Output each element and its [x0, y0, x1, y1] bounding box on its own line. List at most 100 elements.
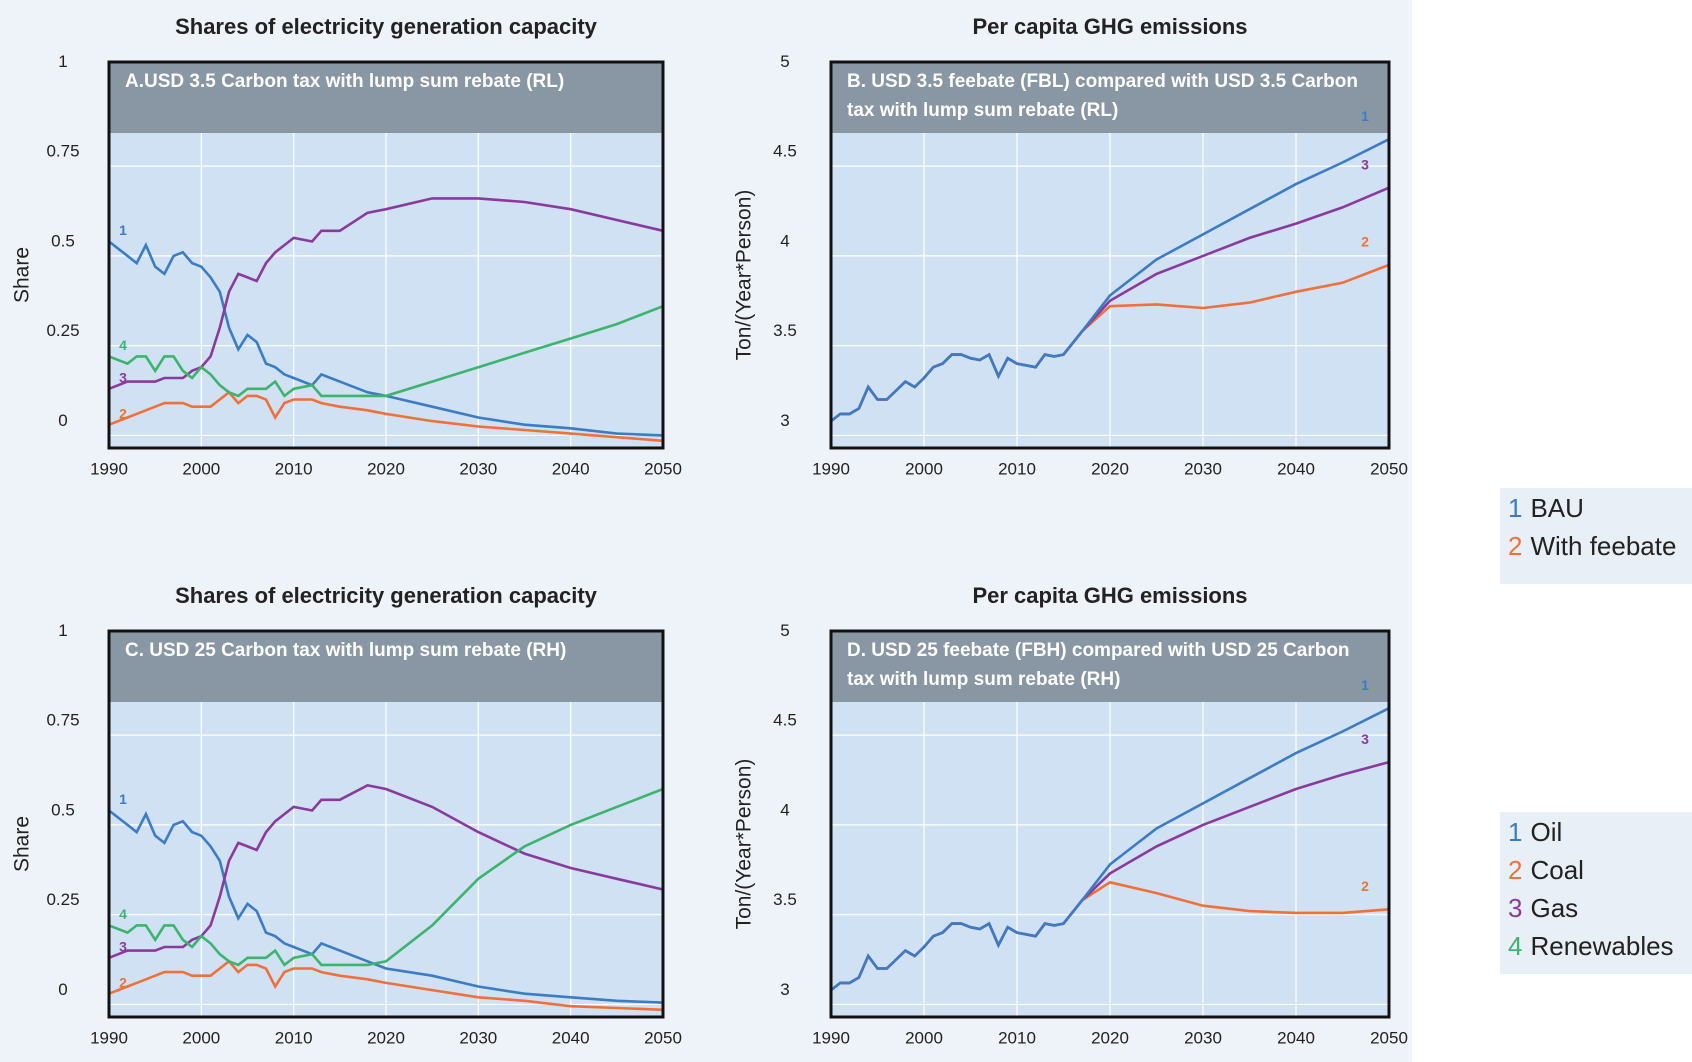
legend-entry: 1 BAU [1508, 493, 1584, 523]
y-tick-label: 0 [58, 980, 67, 999]
y-tick-label: 5 [780, 621, 789, 640]
x-tick-label: 2030 [1184, 1028, 1222, 1047]
x-tick-label: 1990 [812, 459, 850, 478]
x-tick-label: 1990 [90, 1028, 128, 1047]
series-line [108, 390, 664, 443]
x-tick-label: 2050 [644, 1028, 682, 1047]
x-tick-label: 2010 [998, 459, 1036, 478]
legend-number: 1 [1508, 817, 1522, 847]
line-label: 4 [119, 906, 127, 922]
y-axis-label: Ton/(Year*Person) [733, 190, 756, 361]
legend-number: 1 [1508, 493, 1522, 523]
x-tick-label: 2010 [275, 459, 313, 478]
x-tick-label: 2050 [644, 459, 682, 478]
line-label: 1 [119, 791, 127, 807]
y-tick-label: 4 [780, 800, 789, 819]
panel-header [831, 631, 1389, 702]
x-tick-label: 2000 [905, 459, 943, 478]
line-label: 3 [119, 369, 127, 385]
legend-number: 4 [1508, 931, 1522, 961]
line-label: 1 [119, 222, 127, 238]
x-tick-label: 2020 [1091, 459, 1129, 478]
x-tick-label: 1990 [90, 459, 128, 478]
legend-label: BAU [1530, 493, 1583, 523]
y-tick-label: 3.5 [773, 321, 797, 340]
panel-subtitle: B. USD 3.5 feebate (FBL) compared with U… [847, 71, 1358, 121]
series-line [108, 959, 664, 1012]
chart-title: Per capita GHG emissions [972, 583, 1247, 608]
legend-entry: 1 Oil [1508, 817, 1562, 847]
legend-number: 2 [1508, 855, 1522, 885]
panel-header-text-box: C. USD 25 Carbon tax with lump sum rebat… [125, 640, 567, 661]
panel-header [109, 62, 663, 133]
line-label: 3 [119, 938, 127, 954]
x-tick-label: 2050 [1370, 459, 1408, 478]
plot-frame [107, 629, 665, 1019]
y-tick-label: 0 [58, 411, 67, 430]
legend-box [1500, 812, 1692, 974]
x-tick-label: 2000 [182, 1028, 220, 1047]
plot-frame [107, 60, 665, 450]
legend-number: 3 [1508, 893, 1522, 923]
x-tick-label: 2040 [552, 1028, 590, 1047]
legend-entry: 4 Renewables [1508, 931, 1674, 961]
legend-number: 2 [1508, 531, 1522, 561]
series-line [830, 707, 1390, 992]
line-label: 2 [119, 974, 127, 990]
x-tick-label: 2000 [182, 459, 220, 478]
x-tick-label: 2030 [459, 459, 497, 478]
legend-entry: 3 Gas [1508, 893, 1578, 923]
x-tick-label: 2050 [1370, 1028, 1408, 1047]
series-line [108, 197, 664, 391]
x-tick-label: 2030 [1184, 459, 1222, 478]
y-tick-label: 0.75 [46, 142, 79, 161]
y-tick-label: 4.5 [773, 711, 797, 730]
y-tick-label: 3 [780, 411, 789, 430]
panel-header [109, 631, 663, 702]
x-tick-label: 2020 [1091, 1028, 1129, 1047]
y-tick-label: 3 [780, 980, 789, 999]
x-tick-label: 2010 [275, 1028, 313, 1047]
line-label: 3 [1361, 731, 1369, 747]
panel-subtitle: D. USD 25 feebate (FBH) compared with US… [847, 640, 1350, 690]
y-tick-label: 4.5 [773, 142, 797, 161]
legend-label: Oil [1530, 817, 1562, 847]
legend-label: Renewables [1530, 931, 1673, 961]
line-label: 2 [119, 405, 127, 421]
x-tick-label: 2030 [459, 1028, 497, 1047]
chart-title: Per capita GHG emissions [972, 14, 1247, 39]
series-line [830, 138, 1390, 423]
series-line [108, 784, 664, 960]
y-tick-label: 0.25 [46, 321, 79, 340]
legend-label: Coal [1530, 855, 1583, 885]
y-tick-label: 1 [58, 52, 67, 71]
panel-subtitle: A.USD 3.5 Carbon tax with lump sum rebat… [125, 71, 565, 92]
x-tick-label: 2000 [905, 1028, 943, 1047]
legend-entry: 2 With feebate [1508, 531, 1676, 561]
y-axis-label: Share [11, 816, 34, 872]
panel-header-text-box: B. USD 3.5 feebate (FBL) compared with U… [847, 71, 1358, 121]
legend-label: With feebate [1530, 531, 1676, 561]
line-label: 2 [1361, 878, 1369, 894]
y-tick-label: 0.75 [46, 711, 79, 730]
y-tick-label: 5 [780, 52, 789, 71]
series-line [108, 304, 664, 398]
legend-box [1500, 488, 1692, 584]
legend-entry: 2 Coal [1508, 855, 1584, 885]
panel-header [831, 62, 1389, 133]
x-tick-label: 2020 [367, 1028, 405, 1047]
y-tick-label: 0.25 [46, 890, 79, 909]
panel-header-text-box: D. USD 25 feebate (FBH) compared with US… [847, 640, 1350, 690]
chart-title: Shares of electricity generation capacit… [175, 14, 598, 39]
series-line [108, 240, 664, 437]
y-tick-label: 4 [780, 231, 789, 250]
x-tick-label: 1990 [812, 1028, 850, 1047]
legend-label: Gas [1530, 893, 1578, 923]
plot-frame [829, 60, 1391, 450]
y-tick-label: 1 [58, 621, 67, 640]
x-tick-label: 2040 [552, 459, 590, 478]
panel-header-text-box: A.USD 3.5 Carbon tax with lump sum rebat… [125, 71, 565, 92]
panel-subtitle: C. USD 25 Carbon tax with lump sum rebat… [125, 640, 567, 661]
y-tick-label: 0.5 [51, 800, 75, 819]
